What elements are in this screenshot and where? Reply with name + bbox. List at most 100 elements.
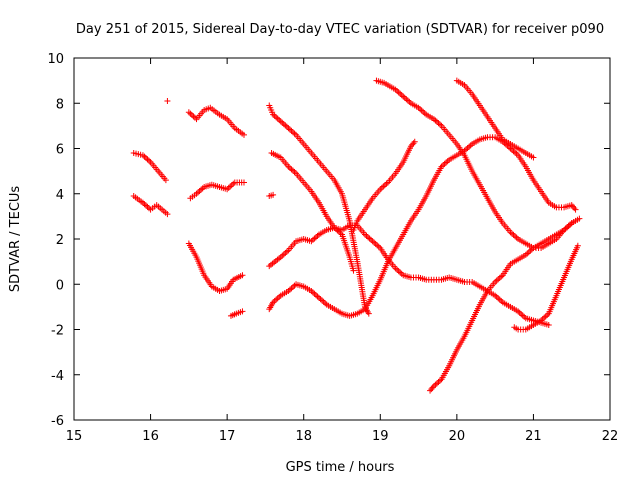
y-tick-label: 6: [56, 143, 64, 158]
data-point-marker: [372, 240, 379, 247]
data-point-marker: [418, 107, 425, 114]
x-axis-label: GPS time / hours: [286, 460, 395, 475]
series-trace-17: [511, 242, 581, 333]
data-point-marker: [240, 179, 247, 186]
data-point-marker: [283, 248, 290, 255]
data-point-marker: [291, 130, 298, 137]
data-point-marker: [574, 242, 581, 249]
series-trace-03: [164, 97, 171, 104]
data-point-marker: [495, 276, 502, 283]
data-point-marker: [283, 123, 290, 130]
series-trace-13: [350, 138, 418, 233]
data-point-marker: [437, 377, 444, 384]
data-point-marker: [512, 233, 519, 240]
data-point-marker: [141, 201, 148, 208]
y-tick-label: -6: [51, 414, 64, 429]
data-point-marker: [365, 234, 372, 241]
data-point-marker: [496, 274, 503, 281]
data-point-marker: [375, 243, 382, 250]
data-point-marker: [365, 310, 372, 317]
data-point-marker: [383, 180, 390, 187]
series-trace-08: [266, 102, 372, 317]
data-point-marker: [350, 267, 357, 274]
data-point-marker: [565, 222, 572, 229]
data-point-marker: [274, 295, 281, 302]
data-point-marker: [368, 236, 375, 243]
data-point-marker: [239, 308, 246, 315]
data-point-marker: [498, 273, 505, 280]
data-point-marker: [289, 129, 296, 136]
data-point-marker: [518, 311, 525, 318]
data-point-marker: [144, 203, 151, 210]
data-point-marker: [239, 272, 246, 279]
data-point-marker: [374, 242, 381, 249]
series-trace-06: [185, 240, 246, 295]
data-point-marker: [273, 114, 280, 121]
data-point-marker: [316, 294, 323, 301]
data-point-marker: [411, 138, 418, 145]
series-trace-15: [427, 220, 575, 394]
data-point-marker: [404, 97, 411, 104]
data-point-marker: [496, 296, 503, 303]
data-point-marker: [378, 184, 385, 191]
data-point-marker: [230, 180, 237, 187]
data-point-marker: [185, 109, 192, 116]
data-point-marker: [545, 321, 552, 328]
data-point-marker: [576, 215, 583, 222]
data-point-marker: [568, 220, 575, 227]
data-point-marker: [309, 236, 316, 243]
x-tick-label: 18: [295, 429, 312, 444]
chart-title: Day 251 of 2015, Sidereal Day-to-day VTE…: [76, 22, 604, 37]
data-point-marker: [273, 296, 280, 303]
y-tick-label: 4: [56, 188, 64, 203]
y-axis-label: SDTVAR / TECUs: [8, 186, 23, 293]
data-point-marker: [464, 145, 471, 152]
data-point-marker: [225, 184, 232, 191]
data-point-marker: [198, 186, 205, 193]
data-point-marker: [288, 127, 295, 134]
data-point-marker: [380, 183, 387, 190]
plot-frame: [73, 57, 611, 421]
y-tick-label: 10: [47, 52, 64, 67]
data-point-marker: [437, 121, 444, 128]
data-point-marker: [398, 92, 405, 99]
data-point-marker: [188, 112, 195, 119]
data-point-marker: [276, 116, 283, 123]
data-point-marker: [394, 266, 401, 273]
x-tick-label: 21: [525, 429, 542, 444]
data-point-marker: [274, 115, 281, 122]
data-point-marker: [146, 157, 153, 164]
data-point-marker: [432, 381, 439, 388]
data-point-marker: [366, 235, 373, 242]
x-tick-label: 19: [372, 429, 389, 444]
data-point-marker: [195, 189, 202, 196]
data-point-marker: [508, 230, 515, 237]
data-point-marker: [314, 293, 321, 300]
data-point-marker: [282, 122, 289, 129]
data-point-marker: [530, 154, 537, 161]
data-point-marker: [196, 188, 203, 195]
data-point-marker: [288, 166, 295, 173]
data-point-marker: [435, 378, 442, 385]
series-trace-07: [227, 308, 246, 319]
data-point-marker: [401, 94, 408, 101]
data-point-marker: [289, 167, 296, 174]
data-point-marker: [525, 249, 532, 256]
data-point-marker: [319, 297, 326, 304]
data-point-marker: [187, 110, 194, 117]
data-point-marker: [564, 224, 571, 231]
data-point-marker: [311, 290, 318, 297]
data-point-marker: [162, 177, 169, 184]
data-point-marker: [320, 298, 327, 305]
data-point-marker: [510, 231, 517, 238]
series-trace-12: [266, 134, 579, 319]
data-point-marker: [400, 93, 407, 100]
data-point-marker: [420, 108, 427, 115]
data-point-marker: [510, 148, 517, 155]
series-trace-02: [130, 193, 171, 218]
data-point-marker: [285, 125, 292, 132]
data-point-marker: [142, 202, 149, 209]
data-point-marker: [527, 247, 534, 254]
data-point-marker: [440, 162, 447, 169]
y-tick-label: -4: [51, 369, 64, 384]
